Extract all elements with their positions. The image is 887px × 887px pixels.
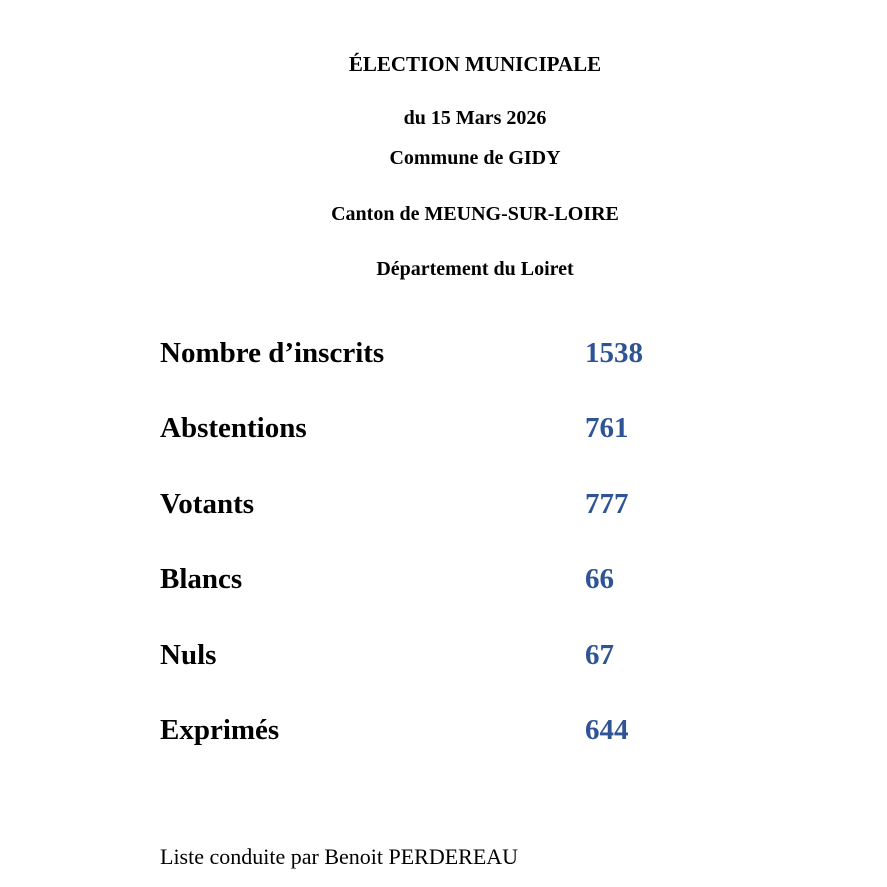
stat-label: Exprimés — [160, 713, 280, 746]
stat-label: Nuls — [160, 638, 217, 671]
table-row-abstentions: Abstentions 761 — [160, 412, 887, 445]
table-row-inscrits: Nombre d’inscrits 1538 — [160, 337, 887, 370]
stat-label: Blancs — [160, 563, 243, 596]
table-row-exprimes: Exprimés 644 — [160, 714, 887, 747]
list-leader-line: Liste conduite par Benoit PERDEREAU — [160, 844, 519, 870]
stat-label: Votants — [160, 487, 255, 520]
canton-line: Canton de MEUNG-SUR-LOIRE — [331, 203, 619, 226]
stat-label: Nombre d’inscrits — [160, 337, 385, 370]
stat-label: Abstentions — [160, 412, 307, 445]
election-date: du 15 Mars 2026 — [403, 107, 547, 130]
stat-value: 1538 — [585, 337, 643, 370]
table-row-blancs: Blancs 66 — [160, 563, 887, 596]
stat-value: 644 — [585, 713, 629, 746]
document-header: ÉLECTION MUNICIPALE du 15 Mars 2026 Comm… — [0, 52, 887, 281]
table-row-votants: Votants 777 — [160, 488, 887, 521]
election-title: ÉLECTION MUNICIPALE — [348, 52, 602, 76]
results-table: Nombre d’inscrits 1538 Abstentions 761 V… — [0, 337, 887, 747]
commune-line: Commune de GIDY — [389, 147, 561, 170]
departement-line: Département du Loiret — [376, 258, 574, 281]
stat-value: 777 — [585, 487, 629, 520]
stat-value: 761 — [585, 412, 629, 445]
stat-value: 66 — [585, 563, 614, 596]
stat-value: 67 — [585, 638, 614, 671]
table-row-nuls: Nuls 67 — [160, 639, 887, 672]
